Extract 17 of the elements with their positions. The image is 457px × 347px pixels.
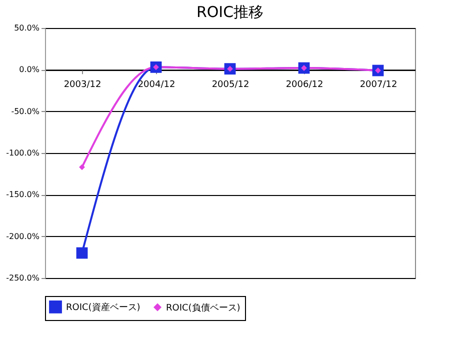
- legend-label: ROIC(資産ベース): [66, 302, 140, 313]
- x-tick-label: 2004/12: [138, 80, 176, 90]
- y-tick-label: -100.0%: [6, 148, 40, 158]
- y-tick-label: -150.0%: [6, 190, 40, 200]
- y-tick-label: -200.0%: [6, 232, 40, 241]
- y-tick-label: 50.0%: [14, 24, 40, 32]
- point: [76, 247, 88, 259]
- legend-label: ROIC(負債ベース): [166, 302, 240, 314]
- x-tick-label: 2007/12: [360, 80, 398, 90]
- point: [79, 164, 85, 170]
- x-tick-label: 2006/12: [286, 80, 324, 90]
- x-tick-label: 2005/12: [212, 80, 250, 90]
- x-tick-label: 2003/12: [64, 80, 102, 90]
- y-tick-label: 0.0%: [19, 65, 40, 74]
- y-tick-label: -50.0%: [11, 106, 40, 116]
- chart-title: ROIC推移: [196, 3, 264, 21]
- y-tick-label: -250.0%: [6, 274, 40, 282]
